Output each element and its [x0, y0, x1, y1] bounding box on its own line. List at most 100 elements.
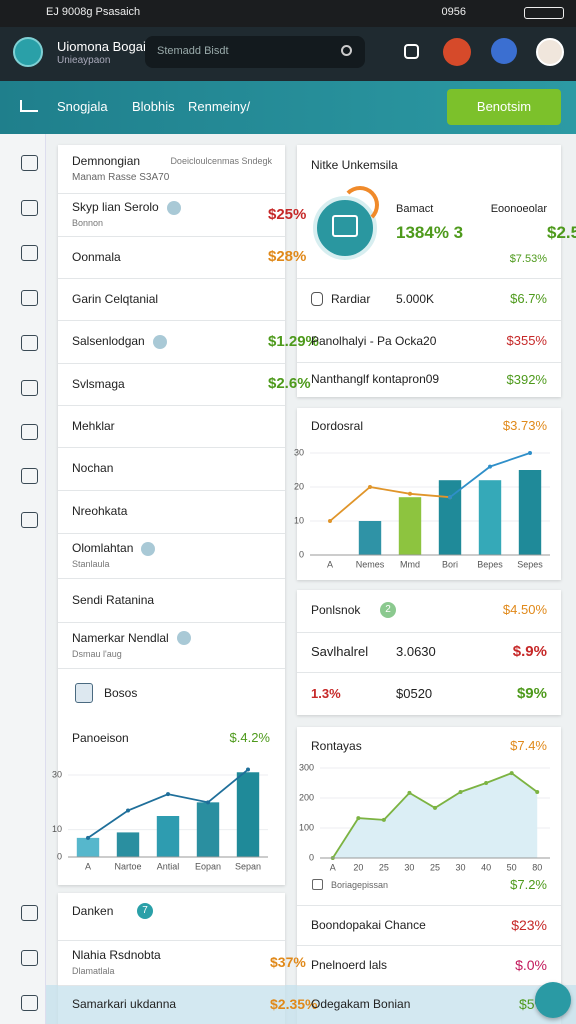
- avatar: [536, 38, 564, 66]
- label: Dlamatlala: [72, 966, 115, 977]
- search-icon: [341, 45, 352, 56]
- card: [297, 408, 561, 580]
- avatar: [491, 38, 517, 64]
- label: Bonnon: [72, 218, 104, 229]
- divider: [58, 668, 285, 669]
- divider: [297, 945, 561, 946]
- label: Bamact: [396, 203, 434, 216]
- divider: [58, 193, 285, 194]
- nav-button[interactable]: [447, 89, 561, 125]
- divider: [58, 236, 285, 237]
- label: $7.53%: [509, 253, 547, 266]
- label: Namerkar Nendlal: [72, 630, 169, 645]
- sidebar-icon: [21, 380, 38, 396]
- bottom-band: [46, 985, 576, 1024]
- label: 1384% 3: [396, 222, 464, 242]
- nav-item: Blobhis: [132, 99, 175, 115]
- label: Danken: [72, 903, 114, 918]
- avatar: [443, 38, 471, 66]
- sidebar-icon: [21, 155, 38, 171]
- label: Nanthanglf kontapron09: [311, 372, 440, 387]
- label: Panoeison: [72, 730, 129, 745]
- sidebar-icon: [21, 512, 38, 528]
- label: $4.50%: [502, 602, 547, 618]
- sidebar-icon: [21, 995, 38, 1011]
- divider: [297, 985, 561, 986]
- label: Dsmau l'aug: [72, 648, 122, 659]
- label: $3.73%: [502, 418, 547, 434]
- sidebar-icon: [21, 200, 38, 216]
- card: [297, 727, 561, 1024]
- row-icon: [75, 683, 93, 703]
- label: Ponlsnok: [311, 602, 361, 617]
- app-title: Uiomona Bogai: [57, 39, 146, 55]
- label: Svlsmaga: [72, 376, 125, 391]
- label: $23%: [511, 916, 547, 933]
- battery: [524, 7, 564, 19]
- row-icon: [311, 292, 323, 306]
- label: $.9%: [512, 643, 547, 660]
- summary-arc: [341, 186, 379, 224]
- label: Doeicloulcenmas Sndegk: [170, 155, 272, 166]
- icon: [404, 44, 419, 59]
- label: Oonmala: [72, 249, 121, 264]
- footer-icon: [312, 879, 323, 890]
- label: Nreohkata: [72, 504, 128, 519]
- label: Samarkari ukdanna: [72, 997, 177, 1012]
- label: Pnelnoerd lals: [311, 957, 388, 972]
- divider: [58, 490, 285, 491]
- label: Olomlahtan: [72, 541, 134, 556]
- divider: [58, 363, 285, 364]
- divider: [58, 622, 285, 623]
- card: [297, 145, 561, 397]
- label: $0520: [396, 685, 433, 701]
- label: Savlhalrel: [311, 644, 369, 660]
- badge: [177, 631, 191, 645]
- badge: 2: [380, 602, 396, 618]
- label: 5.000K: [396, 291, 435, 306]
- label: Dordosral: [311, 418, 364, 433]
- sidebar-icon: [21, 424, 38, 440]
- divider: [58, 278, 285, 279]
- card: [297, 590, 561, 715]
- logo: [13, 37, 43, 67]
- app-subtitle: Unieaypaon: [57, 55, 111, 66]
- label: Skyp lian Serolo: [72, 200, 159, 215]
- label: Bosos: [104, 685, 138, 700]
- fab: [535, 982, 571, 1018]
- sidebar-icon: [21, 245, 38, 261]
- label: Odegakam Bonian: [311, 997, 411, 1012]
- search-placeholder: Stemadd Bisdt: [157, 45, 229, 58]
- badge: 7: [137, 903, 153, 919]
- search-box: [145, 36, 365, 68]
- divider: [297, 320, 561, 321]
- label: $.0%: [515, 956, 547, 973]
- label: $2.52%: [547, 222, 576, 242]
- sidebar-icon: [21, 468, 38, 484]
- label: 3.0630: [396, 644, 436, 660]
- divider: [58, 320, 285, 321]
- summary-glyph: [332, 215, 358, 237]
- divider: [297, 362, 561, 363]
- label: $392%: [506, 371, 547, 387]
- label: $.4.2%: [229, 730, 270, 746]
- status-text: EJ 9008g Psasaich: [46, 6, 141, 19]
- badge: [167, 200, 181, 215]
- label: Nitke Unkemsila: [311, 157, 398, 172]
- label: $25%: [268, 205, 307, 223]
- badge: [141, 541, 155, 556]
- label: Salsenlodgan: [72, 334, 145, 349]
- label: $6.7%: [510, 291, 547, 307]
- label: $37%: [270, 954, 306, 971]
- divider: [297, 632, 561, 633]
- label: Boondopakai Chance: [311, 917, 426, 932]
- status-bar: [0, 0, 576, 27]
- divider: [58, 447, 285, 448]
- label: Manam Rasse S3A70: [72, 172, 170, 183]
- divider: [297, 278, 561, 279]
- divider: [58, 940, 285, 941]
- nav-item: Renmeiny/: [188, 99, 251, 115]
- label: Panolhalyi - Pa Ocka20: [311, 333, 437, 348]
- card: [58, 145, 285, 885]
- label: Rontayas: [311, 738, 362, 753]
